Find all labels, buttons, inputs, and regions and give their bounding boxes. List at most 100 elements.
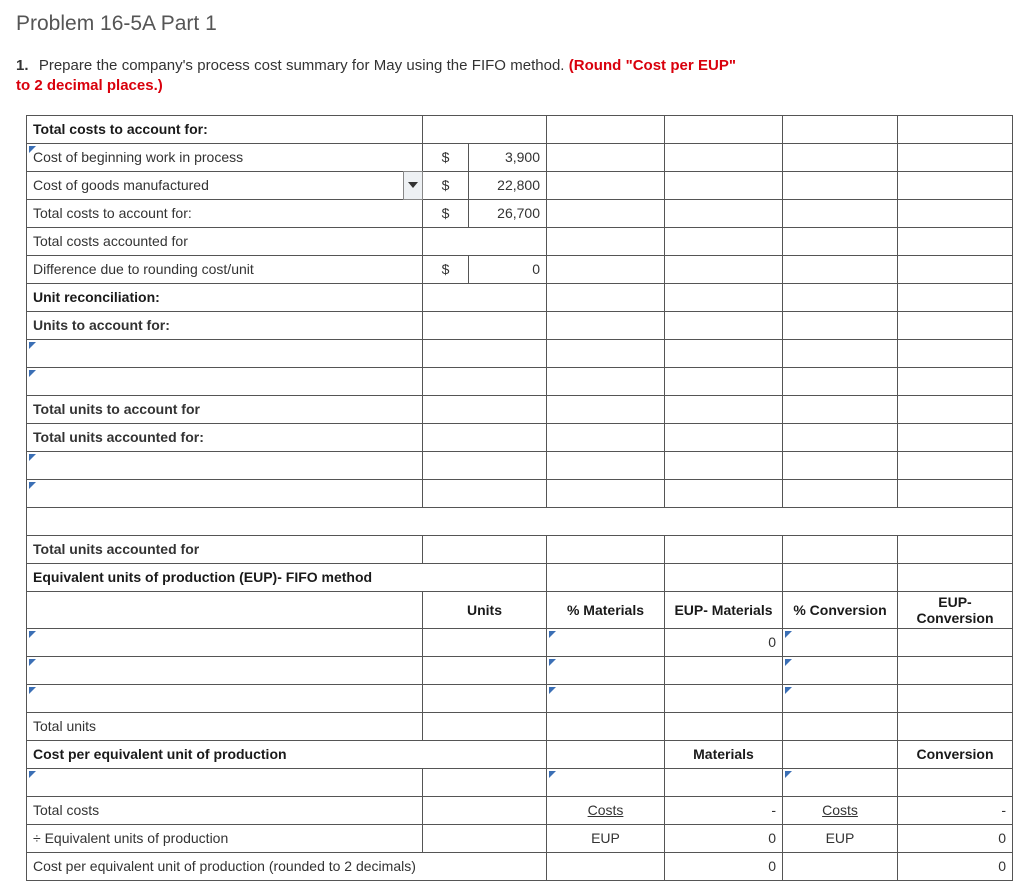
cost-goods-mfg-dropdown[interactable]: Cost of goods manufactured	[27, 171, 423, 199]
cell[interactable]	[783, 684, 898, 712]
cell	[665, 311, 783, 339]
cell[interactable]	[423, 479, 547, 507]
cell	[665, 283, 783, 311]
input-cell[interactable]	[27, 628, 423, 656]
cell	[423, 395, 547, 423]
eup-materials-value: 0	[665, 824, 783, 852]
cell	[665, 423, 783, 451]
table-row	[27, 768, 1013, 796]
table-row: Total units accounted for:	[27, 423, 1013, 451]
total-units-label: Total units	[27, 712, 423, 740]
currency-cell: $	[423, 255, 469, 283]
cell	[665, 563, 783, 591]
col-pct-conversion: % Conversion	[783, 591, 898, 628]
cell	[783, 535, 898, 563]
cell	[783, 283, 898, 311]
cell[interactable]	[423, 451, 547, 479]
cell[interactable]	[547, 768, 665, 796]
cell	[423, 824, 547, 852]
total-units-acctd-for2-label: Total units accounted for	[27, 535, 423, 563]
col-eup-conversion: EUP-Conversion	[898, 591, 1013, 628]
section-header: Total costs to account for:	[27, 115, 423, 143]
table-row: Cost of beginning work in process $ 3,90…	[27, 143, 1013, 171]
eup-materials-value: 0	[665, 628, 783, 656]
eup-conversion-value: 0	[898, 824, 1013, 852]
cell[interactable]	[423, 339, 547, 367]
value-cell[interactable]: 3,900	[469, 143, 547, 171]
cell	[423, 115, 547, 143]
cell	[783, 423, 898, 451]
cell[interactable]	[783, 768, 898, 796]
input-cell[interactable]	[27, 339, 423, 367]
cell	[547, 171, 665, 199]
instruction-number: 1.	[16, 57, 29, 74]
cell	[423, 423, 547, 451]
table-row: Total costs accounted for	[27, 227, 1013, 255]
cell	[783, 563, 898, 591]
cell	[783, 367, 898, 395]
table-row: Cost per equivalent unit of production (…	[27, 852, 1013, 880]
cpeu-header: Cost per equivalent unit of production	[27, 740, 547, 768]
table-row: 0	[27, 628, 1013, 656]
input-cell[interactable]	[27, 367, 423, 395]
cell[interactable]	[547, 684, 665, 712]
cell	[783, 115, 898, 143]
worksheet-table: Total costs to account for: Cost of begi…	[26, 115, 1013, 881]
cell	[898, 199, 1013, 227]
costs-materials-value: -	[665, 796, 783, 824]
cell	[898, 563, 1013, 591]
cell	[547, 143, 665, 171]
cell	[547, 115, 665, 143]
dropdown-label: Cost of goods manufactured	[33, 177, 209, 193]
input-cell[interactable]	[27, 768, 423, 796]
cell	[665, 395, 783, 423]
cell	[783, 255, 898, 283]
cell[interactable]	[423, 628, 547, 656]
table-row: Total units to account for	[27, 395, 1013, 423]
cost-beginning-wip-label: Cost of beginning work in process	[27, 143, 423, 171]
table-row: ÷ Equivalent units of production EUP 0 E…	[27, 824, 1013, 852]
cell[interactable]	[898, 768, 1013, 796]
cell	[898, 395, 1013, 423]
col-units: Units	[423, 591, 547, 628]
value-cell[interactable]: 22,800	[469, 171, 547, 199]
table-row: Difference due to rounding cost/unit $ 0	[27, 255, 1013, 283]
col-eup-materials: EUP- Materials	[665, 591, 783, 628]
input-cell[interactable]	[27, 451, 423, 479]
table-row	[27, 684, 1013, 712]
eup-header: Equivalent units of production (EUP)- FI…	[27, 563, 547, 591]
cell[interactable]	[665, 768, 783, 796]
cell	[898, 143, 1013, 171]
costs-conversion-value: -	[898, 796, 1013, 824]
cell	[783, 740, 898, 768]
cell	[898, 311, 1013, 339]
input-cell[interactable]	[27, 656, 423, 684]
cell	[898, 712, 1013, 740]
cell[interactable]	[783, 628, 898, 656]
cell[interactable]	[423, 684, 547, 712]
table-row: Units % Materials EUP- Materials % Conve…	[27, 591, 1013, 628]
cell[interactable]	[783, 656, 898, 684]
currency-cell: $	[423, 199, 469, 227]
div-eup-label: ÷ Equivalent units of production	[27, 824, 423, 852]
cell	[898, 339, 1013, 367]
cell[interactable]	[547, 628, 665, 656]
cell	[898, 628, 1013, 656]
costs-label: Costs	[783, 796, 898, 824]
cell[interactable]	[547, 656, 665, 684]
table-row: Total units accounted for	[27, 535, 1013, 563]
cell[interactable]	[423, 656, 547, 684]
eup-label: EUP	[547, 824, 665, 852]
cell[interactable]	[423, 227, 547, 255]
cell	[547, 479, 665, 507]
chevron-down-icon[interactable]	[403, 171, 423, 200]
value-cell[interactable]: 0	[469, 255, 547, 283]
cell	[665, 339, 783, 367]
cell[interactable]	[423, 367, 547, 395]
col-pct-materials: % Materials	[547, 591, 665, 628]
conversion-header: Conversion	[898, 740, 1013, 768]
input-cell[interactable]	[27, 479, 423, 507]
table-row	[27, 507, 1013, 535]
input-cell[interactable]	[27, 684, 423, 712]
currency-cell: $	[423, 143, 469, 171]
